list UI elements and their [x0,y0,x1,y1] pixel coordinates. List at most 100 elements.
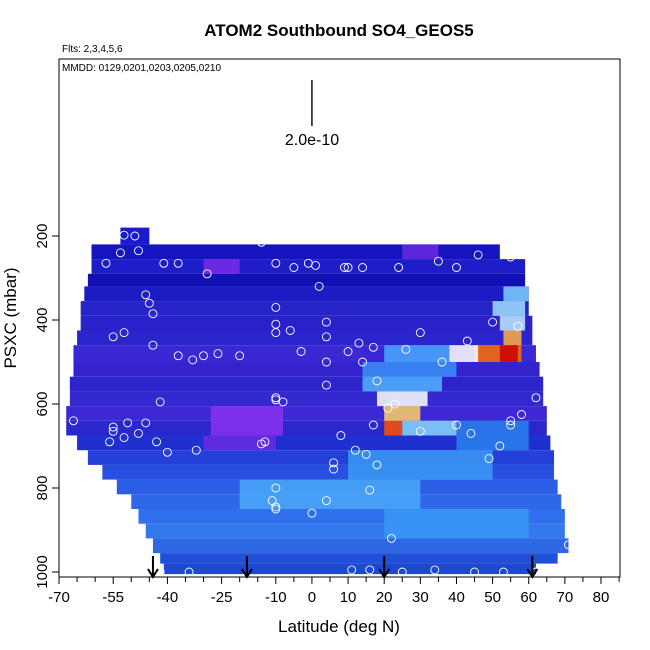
heat-hotspot-15 [203,435,276,451]
x-tick-label-13: 80 [593,589,610,606]
data-point-4 [115,248,125,258]
data-point-27 [108,332,118,342]
heat-layer-7 [77,330,533,346]
data-point-15 [340,263,349,272]
data-point-2 [130,231,140,241]
data-point-13 [311,260,320,270]
data-point-80 [466,428,476,438]
data-point-84 [484,454,494,464]
data-point-76 [350,445,360,455]
y-tick-label-1: 400 [34,307,51,332]
y-tick-label-2: 600 [34,391,51,416]
data-point-10 [271,258,281,268]
chart-title: ATOM2 Southbound SO4_GEOS5 [204,21,474,40]
data-point-39 [321,332,331,342]
data-point-94 [271,504,281,514]
dates-note: MMDD: 0129,0201,0203,0205,0210 [62,63,221,74]
data-point-67 [321,380,331,390]
observation-points [69,229,573,577]
heat-layer-6 [80,315,533,331]
flight-arrow-1 [241,556,253,579]
data-point-86 [329,464,339,474]
data-point-7 [173,258,183,268]
data-point-49 [513,321,523,331]
data-point-99 [184,567,194,577]
heat-hotspot-13 [402,420,457,436]
data-point-54 [108,426,118,436]
data-point-91 [321,496,331,506]
data-point-53 [134,428,143,438]
data-point-28 [148,340,158,350]
data-point-82 [506,416,516,426]
x-tick-label-2: -40 [157,589,179,606]
data-point-40 [321,317,331,327]
y-tick-label-4: 1000 [34,555,51,588]
flight-arrows [147,556,539,579]
data-point-71 [383,403,393,413]
data-point-14 [314,281,324,291]
data-point-70 [372,376,382,386]
heat-layer-9 [73,362,540,377]
data-point-61 [191,445,201,455]
heat-hotspot-11 [384,406,421,421]
data-point-78 [415,426,425,436]
heat-layer-2 [91,259,526,274]
data-point-25 [144,298,154,308]
heat-hotspot-8 [362,362,457,377]
heat-hotspot-5 [499,345,518,362]
data-point-32 [213,349,223,359]
data-point-88 [517,410,526,419]
data-point-24 [148,309,158,319]
heatmap-hotspots [203,244,529,539]
heat-hotspot-7 [384,345,450,362]
data-point-72 [390,399,400,409]
heat-layer-12 [66,406,547,421]
x-axis: -70 -55 -40 -25 -10 0 10 20 30 40 50 60 70 80 [48,576,620,606]
heat-layer-23 [163,563,536,575]
data-point-9 [256,237,266,247]
heat-hotspot-19 [384,509,529,539]
data-point-87 [531,393,541,403]
heat-hotspot-16 [456,420,529,451]
data-point-83 [495,441,505,451]
data-point-5 [134,246,143,256]
data-point-6 [159,258,169,268]
data-point-41 [343,347,353,356]
x-tick-label-1: -55 [102,589,124,606]
flight-arrow-2 [378,556,391,579]
heat-hotspot-10 [376,391,428,407]
data-point-66 [278,397,288,407]
heat-hotspot-6 [449,345,479,362]
y-axis-label: PSXC (mbar) [1,267,20,368]
data-point-68 [321,357,331,367]
data-point-19 [433,256,443,266]
heat-hotspot-2 [499,315,526,331]
data-point-56 [105,437,115,447]
x-tick-label-7: 20 [376,589,393,606]
data-point-42 [354,338,364,348]
data-point-69 [358,357,367,367]
heat-layer-3 [87,273,526,287]
data-point-75 [329,458,339,468]
data-point-73 [368,420,378,430]
x-tick-label-5: 0 [308,589,316,606]
data-point-79 [452,420,461,430]
x-tick-label-10: 50 [484,589,501,606]
data-point-96 [386,533,396,543]
heat-layer-4 [84,286,529,302]
data-point-46 [437,357,447,367]
flight-arrow-0 [147,556,159,579]
data-point-11 [289,263,299,272]
data-point-20 [452,263,461,272]
x-tick-label-3: -25 [211,589,233,606]
data-point-48 [488,317,498,327]
data-point-95 [307,508,317,518]
data-point-21 [473,250,483,260]
data-point-81 [506,420,516,430]
data-point-59 [155,397,165,407]
data-point-89 [271,483,281,493]
data-point-47 [462,336,472,346]
heat-hotspot-18 [239,479,421,509]
data-point-36 [271,302,281,312]
flights-note: Flts: 2,3,4,5,6 [62,44,123,55]
